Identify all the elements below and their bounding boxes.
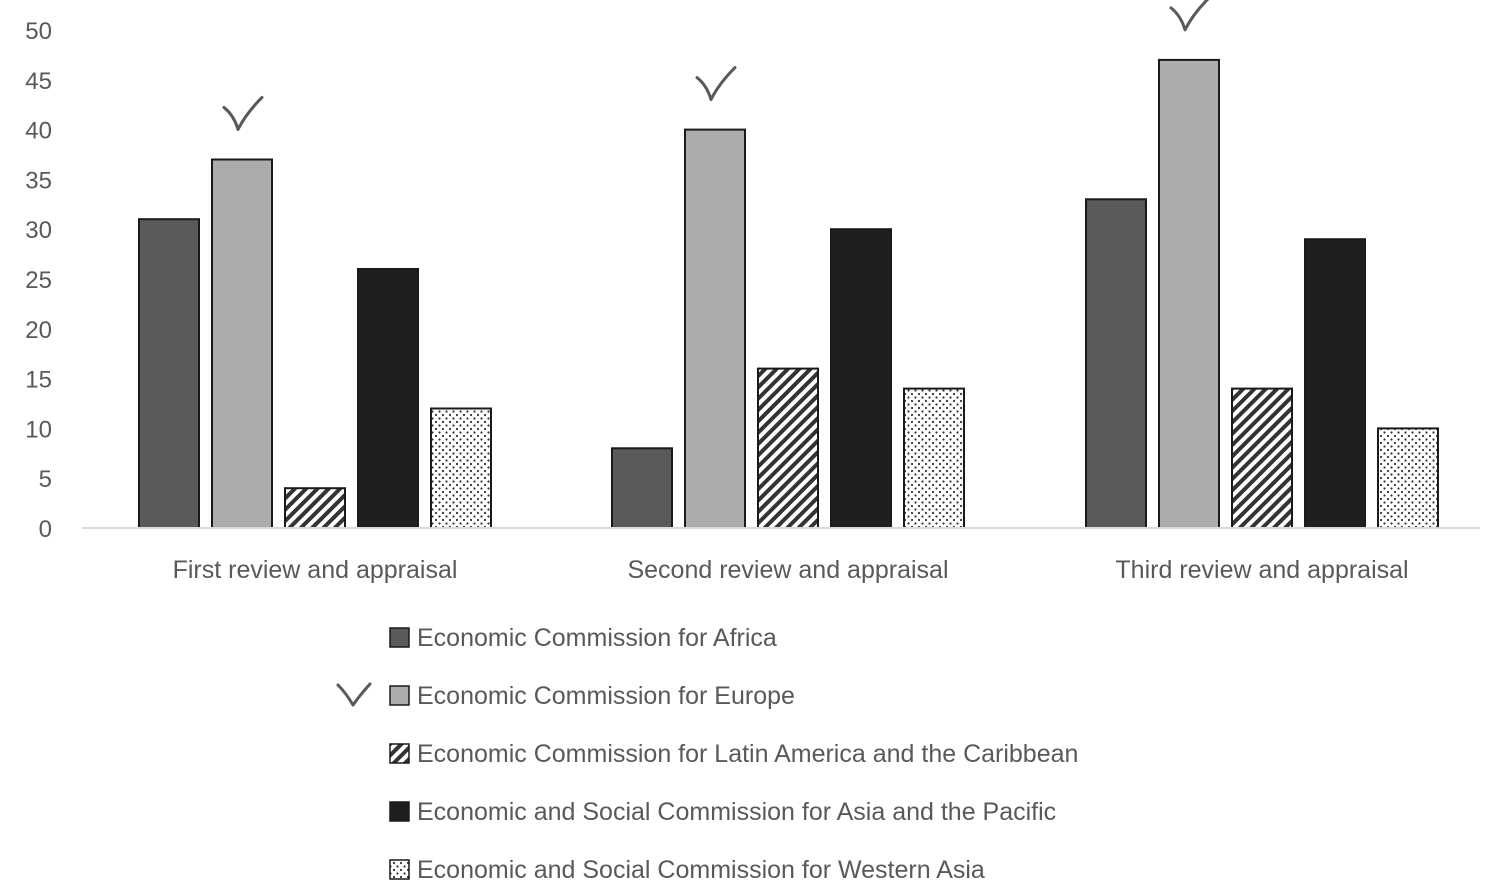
legend-label: Economic Commission for Europe: [417, 682, 795, 710]
check-mark-icon: [222, 95, 264, 131]
legend: Economic Commission for Africa Economic C…: [336, 624, 1078, 883]
x-category-label: Second review and appraisal: [627, 556, 948, 584]
bar-economic-commission-for-europe-1: [211, 158, 273, 529]
legend-swatch: [389, 685, 410, 706]
bar-economic-commission-for-europe-2: [684, 128, 746, 529]
bar-economic-commission-for-africa-1: [138, 218, 200, 529]
check-mark-icon: [1169, 0, 1210, 32]
legend-swatch: [389, 801, 410, 822]
y-axis: 0 5 10 15 20 25 30 35 40 45 50: [25, 18, 52, 543]
bar-economic-and-social-commission-for-asia-and-the-pacific-1: [357, 268, 419, 529]
bar-economic-commission-for-europe-3: [1158, 58, 1220, 530]
bar-economic-commission-for-africa-3: [1085, 198, 1147, 530]
bar-economic-commission-for-latin-america-and-the-caribbean-2: [757, 367, 819, 529]
check-marks: [222, 0, 1210, 131]
x-category-label: First review and appraisal: [173, 556, 458, 584]
bar-economic-commission-for-latin-america-and-the-caribbean-3: [1231, 387, 1293, 529]
legend-item-economic-commission-for-europe: Economic Commission for Europe: [336, 682, 795, 710]
check-mark-icon: [695, 66, 737, 102]
bars: [138, 58, 1439, 530]
bar-economic-and-social-commission-for-western-asia-1: [430, 407, 492, 529]
check-mark-icon: [336, 682, 372, 707]
legend-label: Economic Commission for Africa: [417, 624, 777, 652]
y-tick-label: 30: [25, 217, 52, 244]
bar-economic-and-social-commission-for-western-asia-3: [1377, 427, 1439, 529]
y-tick-label: 15: [25, 367, 52, 394]
legend-item-economic-and-social-commission-for-asia-and-the-pacific: Economic and Social Commission for Asia …: [389, 798, 1056, 826]
bar-economic-commission-for-latin-america-and-the-caribbean-1: [284, 487, 346, 530]
y-tick-label: 35: [25, 167, 52, 194]
x-category-label: Third review and appraisal: [1115, 556, 1408, 584]
legend-swatch: [389, 859, 410, 880]
y-tick-label: 45: [25, 68, 52, 95]
legend-label: Economic and Social Commission for Weste…: [417, 856, 985, 883]
y-tick-label: 40: [25, 118, 52, 145]
bar-economic-and-social-commission-for-asia-and-the-pacific-2: [830, 228, 892, 529]
y-tick-label: 5: [39, 466, 52, 493]
legend-swatch: [389, 627, 410, 648]
y-tick-label: 10: [25, 416, 52, 443]
legend-swatch: [389, 743, 410, 764]
legend-item-economic-commission-for-latin-america-and-the-caribbean: Economic Commission for Latin America an…: [389, 740, 1078, 768]
legend-label: Economic and Social Commission for Asia …: [417, 798, 1056, 826]
bar-economic-commission-for-africa-2: [611, 447, 673, 529]
legend-label: Economic Commission for Latin America an…: [417, 740, 1078, 768]
y-tick-label: 50: [25, 18, 52, 45]
x-axis: First review and appraisal Second review …: [173, 556, 1409, 584]
y-tick-label: 20: [25, 317, 52, 344]
y-tick-label: 0: [39, 516, 52, 543]
bar-economic-and-social-commission-for-western-asia-2: [903, 387, 965, 529]
legend-item-economic-and-social-commission-for-western-asia: Economic and Social Commission for Weste…: [389, 856, 985, 883]
y-tick-label: 25: [25, 267, 52, 294]
bar-economic-and-social-commission-for-asia-and-the-pacific-3: [1304, 238, 1366, 529]
legend-item-economic-commission-for-africa: Economic Commission for Africa: [389, 624, 777, 652]
